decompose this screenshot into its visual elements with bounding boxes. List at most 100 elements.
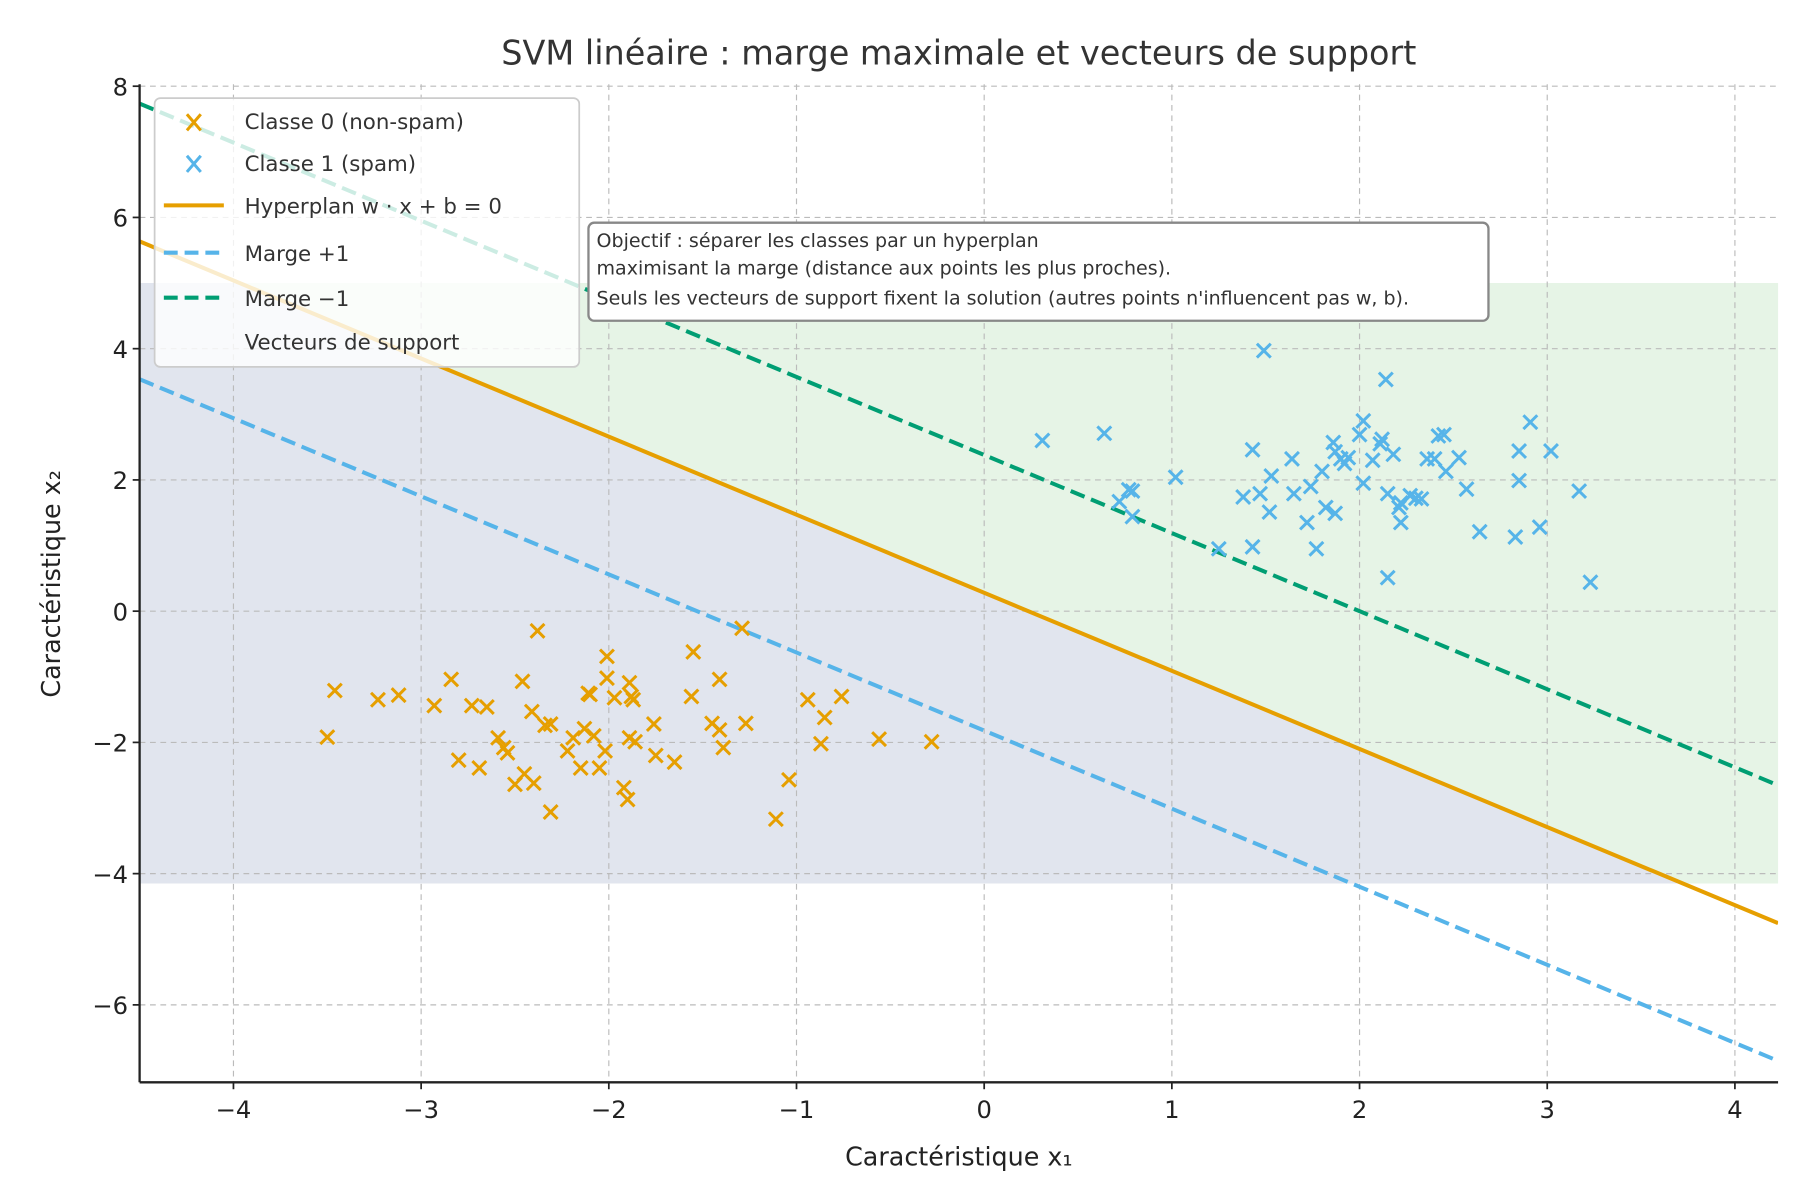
class1-point	[1436, 426, 1452, 443]
class1-point	[1355, 412, 1372, 429]
class0-point	[582, 686, 599, 703]
class1-point	[1413, 490, 1430, 507]
class1-point	[1355, 475, 1372, 492]
class1-point	[1314, 463, 1330, 480]
class1-point	[1210, 540, 1227, 557]
legend-hyperplane: Hyperplan w · x + b = 0	[245, 194, 502, 219]
class1-point	[1458, 481, 1475, 498]
legend-margin-minus: Marge −1	[245, 287, 350, 312]
legend-support-vectors: Vecteurs de support	[245, 331, 460, 356]
class0-point	[478, 698, 495, 715]
class1-point	[1299, 514, 1315, 531]
class1-point	[1261, 504, 1278, 521]
class1-point	[1377, 371, 1394, 388]
x-axis-label: Caractéristique x₁	[845, 1141, 1073, 1171]
class1-point	[1120, 481, 1137, 498]
class1-point	[1407, 490, 1424, 507]
class0-point	[319, 729, 336, 746]
class1-point	[1385, 446, 1402, 463]
margin-plus-line	[139, 377, 1779, 1063]
x-tick-label: −4	[216, 1096, 252, 1124]
class0-point	[734, 620, 751, 637]
class0-point	[585, 727, 602, 744]
class1-point	[1111, 493, 1128, 510]
class1-point	[1124, 508, 1141, 525]
class0-point	[443, 671, 460, 688]
class1-point	[1255, 342, 1272, 359]
class0-point	[615, 779, 632, 796]
class0-point	[621, 674, 638, 691]
class0-point	[591, 760, 608, 776]
class1-point	[1426, 450, 1443, 467]
x-tick-label: 2	[1352, 1096, 1367, 1124]
class0-point	[683, 688, 700, 705]
annotation-line-1: Objectif : séparer les classes par un hy…	[597, 230, 1039, 252]
legend-margin-plus: Marge +1	[245, 242, 350, 267]
class1-point	[1308, 540, 1325, 557]
chart-title: SVM linéaire : marge maximale et vecteur…	[501, 34, 1416, 73]
annotation-box: Objectif : séparer les classes par un hy…	[587, 221, 1490, 322]
class0-point	[576, 720, 593, 737]
y-tick-label: −6	[92, 992, 128, 1020]
class0-point	[647, 747, 664, 764]
class1-point	[1244, 538, 1261, 555]
x-tick-label: 4	[1727, 1096, 1742, 1124]
x-tick-label: 1	[1164, 1096, 1179, 1124]
class0-point	[471, 760, 488, 776]
class0-point	[529, 622, 546, 639]
class1-point	[1096, 425, 1113, 442]
class0-point	[390, 687, 407, 704]
class0-point	[767, 811, 784, 828]
class1-point	[1451, 449, 1467, 466]
legend-class1: Classe 1 (spam)	[245, 152, 417, 177]
class0-point	[627, 733, 644, 750]
class0-point	[871, 731, 888, 748]
annotation-line-2: maximisant la marge (distance aux points…	[597, 258, 1172, 280]
class1-point	[1252, 485, 1269, 502]
class0-point	[450, 752, 467, 769]
class1-point	[1507, 529, 1524, 545]
plot-area: −4 −3 −2 −1 0 1 2 3 4 −6 −4 −2 0 2 4 6 8	[92, 73, 1779, 1124]
legend-class1-marker-icon	[185, 154, 202, 173]
class0-point	[645, 716, 662, 733]
class1-point	[1372, 435, 1389, 452]
legend-class0: Classe 0 (non-spam)	[245, 110, 464, 135]
class1-point	[1430, 427, 1447, 444]
y-tick-label: 4	[113, 336, 128, 364]
class0-point	[326, 682, 343, 699]
y-tick-label: −2	[92, 730, 128, 758]
x-tick-label: −2	[591, 1096, 627, 1124]
class0-point	[606, 689, 623, 706]
class1-point	[1263, 467, 1280, 484]
legend-class0-marker-icon	[185, 113, 202, 132]
x-tick-label: −3	[403, 1096, 439, 1124]
class0-point	[463, 697, 480, 714]
class1-point	[1392, 514, 1409, 531]
class1-point	[1511, 472, 1528, 489]
class1-point	[1317, 499, 1334, 516]
class1-point	[1582, 574, 1599, 591]
class0-point	[597, 742, 614, 759]
class1-point	[1285, 485, 1302, 502]
class0-point	[514, 673, 531, 690]
class0-point	[369, 691, 386, 708]
decision-region-class1	[139, 283, 1779, 884]
class1-point	[1302, 478, 1319, 495]
class0-point	[666, 754, 683, 771]
class1-point	[1437, 463, 1454, 480]
class0-point	[525, 775, 542, 792]
class0-point	[711, 721, 728, 738]
y-tick-label: 2	[113, 467, 128, 495]
x-tick-label: −1	[779, 1096, 815, 1124]
class0-point	[598, 670, 615, 687]
class0-point	[572, 760, 589, 776]
y-tick-label: 6	[113, 205, 128, 233]
y-axis-label: Caractéristique x₂	[36, 470, 66, 698]
class1-point	[1327, 505, 1344, 522]
class1-point	[1374, 431, 1391, 448]
class1-point	[1034, 432, 1051, 449]
class1-point	[1379, 485, 1396, 502]
legend: Classe 0 (non-spam) Classe 1 (spam) Hype…	[153, 97, 581, 368]
class1-point	[1124, 483, 1141, 500]
